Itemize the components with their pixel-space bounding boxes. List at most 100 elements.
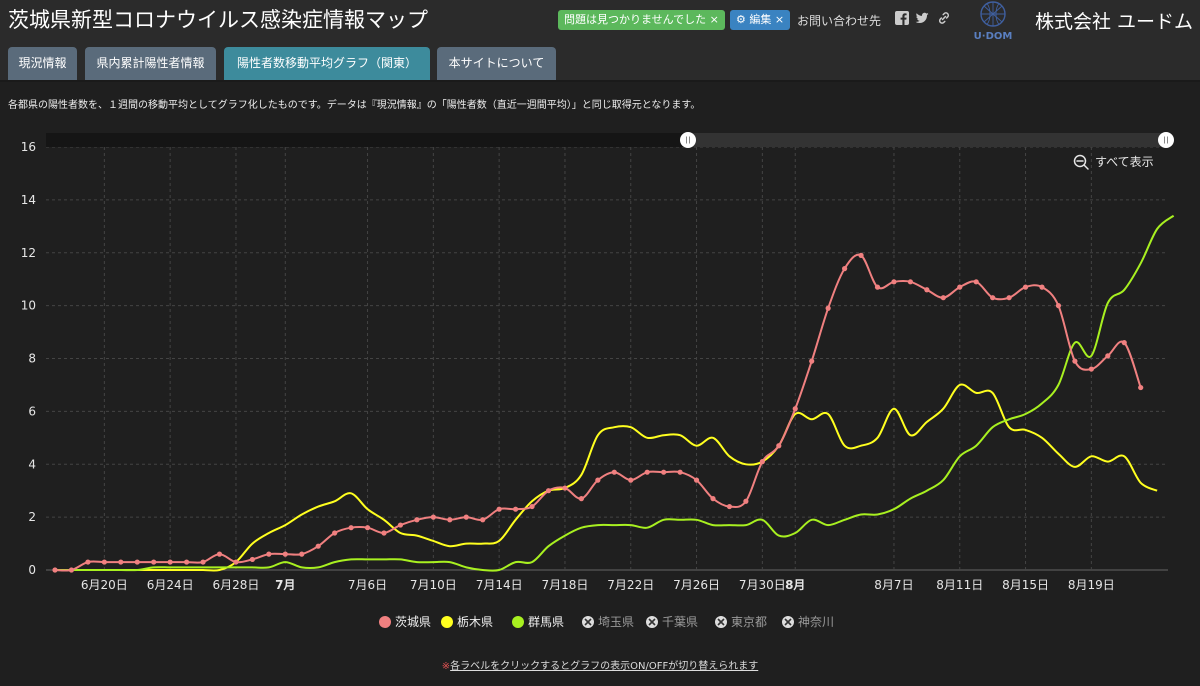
- legend-label: 東京都: [731, 615, 767, 629]
- tab-cumulative-positives[interactable]: 県内累計陽性者情報: [85, 47, 216, 80]
- x-tick-label: 6月20日: [81, 578, 128, 592]
- page-title: 茨城県新型コロナウイルス感染症情報マップ: [8, 8, 428, 32]
- facebook-icon[interactable]: [895, 11, 909, 25]
- x-tick-label: 8月15日: [1002, 578, 1049, 592]
- data-point: [233, 559, 239, 565]
- legend-label: 千葉県: [662, 615, 698, 629]
- data-point: [842, 266, 848, 272]
- tab-current-status[interactable]: 現況情報: [8, 47, 77, 80]
- data-point: [743, 498, 749, 504]
- data-point: [1055, 303, 1062, 309]
- legend-marker: [512, 616, 524, 628]
- x-tick-label: 6月28日: [212, 578, 259, 592]
- data-point: [496, 506, 502, 512]
- note-text: 各ラベルをクリックするとグラフの表示ON/OFFが切り替えられます: [450, 661, 759, 672]
- data-point: [1006, 295, 1012, 301]
- zoom-reset-button[interactable]: すべて表示: [1073, 154, 1154, 170]
- zoom-reset-label: すべて表示: [1095, 155, 1154, 169]
- legend-item[interactable]: 茨城県: [379, 615, 431, 629]
- data-point: [1072, 358, 1078, 364]
- legend-x-mark: [584, 618, 592, 626]
- legend-x-mark: [648, 618, 656, 626]
- legend-item[interactable]: 東京都: [715, 615, 767, 629]
- data-point: [644, 469, 650, 475]
- edit-button[interactable]: ⚙ 編集 ×: [730, 10, 791, 30]
- header: 茨城県新型コロナウイルス感染症情報マップ 問題は見つかりませんでした × ⚙ 編…: [0, 0, 1200, 44]
- legend-item[interactable]: 群馬県: [512, 615, 564, 629]
- legend-item[interactable]: 神奈川: [782, 615, 834, 629]
- data-point: [216, 551, 223, 557]
- data-point: [957, 284, 963, 290]
- y-tick-label: 8: [28, 352, 36, 366]
- legend-item[interactable]: 千葉県: [646, 615, 698, 629]
- data-point: [874, 284, 881, 290]
- data-point: [858, 252, 864, 258]
- data-point: [68, 567, 75, 573]
- range-handle-left[interactable]: [680, 132, 696, 148]
- data-point: [545, 488, 552, 494]
- x-tick-label: 8月7日: [874, 578, 913, 592]
- data-point: [134, 559, 140, 565]
- data-point: [52, 567, 58, 573]
- x-tick-label: 8月11日: [936, 578, 983, 592]
- data-point: [480, 517, 486, 523]
- moving-average-chart: すべて表示 0 2 4 6 8 10 12 14 16 6月20日 6月24日 6月28日 7月 7月6日…: [21, 132, 1175, 629]
- data-point: [1121, 340, 1127, 346]
- legend-label: 埼玉県: [598, 615, 634, 629]
- x-tick-label: 7月14日: [476, 578, 523, 592]
- x-tick-label: 8月19日: [1068, 578, 1115, 592]
- x-tick-label: 7月30日: [739, 578, 786, 592]
- range-handle-right[interactable]: [1158, 132, 1174, 148]
- link-icon[interactable]: [937, 11, 951, 25]
- data-point: [85, 559, 91, 565]
- y-tick-label: 0: [28, 563, 36, 577]
- data-point: [776, 443, 782, 449]
- tab-about-site[interactable]: 本サイトについて: [437, 47, 556, 80]
- data-point: [809, 358, 815, 364]
- legend-x-mark: [717, 618, 725, 626]
- legend-item[interactable]: 埼玉県: [582, 615, 634, 629]
- data-point: [661, 469, 667, 475]
- y-tick-label: 6: [28, 404, 36, 418]
- data-point: [167, 559, 173, 565]
- tab-bar: 現況情報 県内累計陽性者情報 陽性者数移動平均グラフ（関東） 本サイトについて: [0, 44, 1200, 82]
- data-point: [726, 503, 733, 510]
- data-point: [1088, 366, 1094, 372]
- range-selector-window[interactable]: [688, 133, 1168, 147]
- data-point: [1022, 284, 1029, 290]
- data-point: [1039, 284, 1045, 290]
- twitter-icon[interactable]: [915, 11, 929, 25]
- x-tick-label: 7月6日: [348, 578, 387, 592]
- data-point: [414, 517, 420, 523]
- data-point: [249, 556, 255, 563]
- legend-label: 栃木県: [457, 615, 493, 629]
- y-tick-label: 10: [21, 299, 36, 313]
- status-badge[interactable]: 問題は見つかりませんでした ×: [558, 10, 725, 30]
- x-tick-label: 7月10日: [410, 578, 457, 592]
- toggle-hint: ※各ラベルをクリックするとグラフの表示ON/OFFが切り替えられます: [0, 657, 1200, 672]
- legend-item[interactable]: 栃木県: [441, 615, 493, 629]
- data-point: [990, 295, 996, 301]
- legend-marker: [441, 616, 453, 628]
- series-line-1: [55, 383, 1158, 572]
- data-point: [611, 469, 617, 475]
- data-point: [299, 551, 305, 557]
- data-point: [940, 295, 946, 301]
- y-tick-label: 16: [21, 140, 36, 154]
- data-point: [447, 517, 453, 523]
- data-point: [430, 514, 436, 520]
- x-tick-label: 7月22日: [607, 578, 654, 592]
- x-tick-label: 7月: [275, 578, 295, 592]
- data-point: [693, 477, 700, 483]
- y-tick-label: 12: [21, 246, 36, 260]
- data-point: [348, 525, 354, 531]
- x-tick-label: 7月26日: [673, 578, 720, 592]
- x-tick-label: 6月24日: [147, 578, 194, 592]
- tab-moving-average-graph[interactable]: 陽性者数移動平均グラフ（関東）: [224, 47, 430, 80]
- company-name: 株式会社 ユードム: [1035, 11, 1194, 33]
- udom-logo: U·DOM: [974, 1, 1012, 42]
- data-point: [677, 469, 683, 475]
- data-point: [184, 559, 190, 565]
- data-point: [118, 559, 124, 565]
- contact-link[interactable]: お問い合わせ先: [797, 14, 882, 28]
